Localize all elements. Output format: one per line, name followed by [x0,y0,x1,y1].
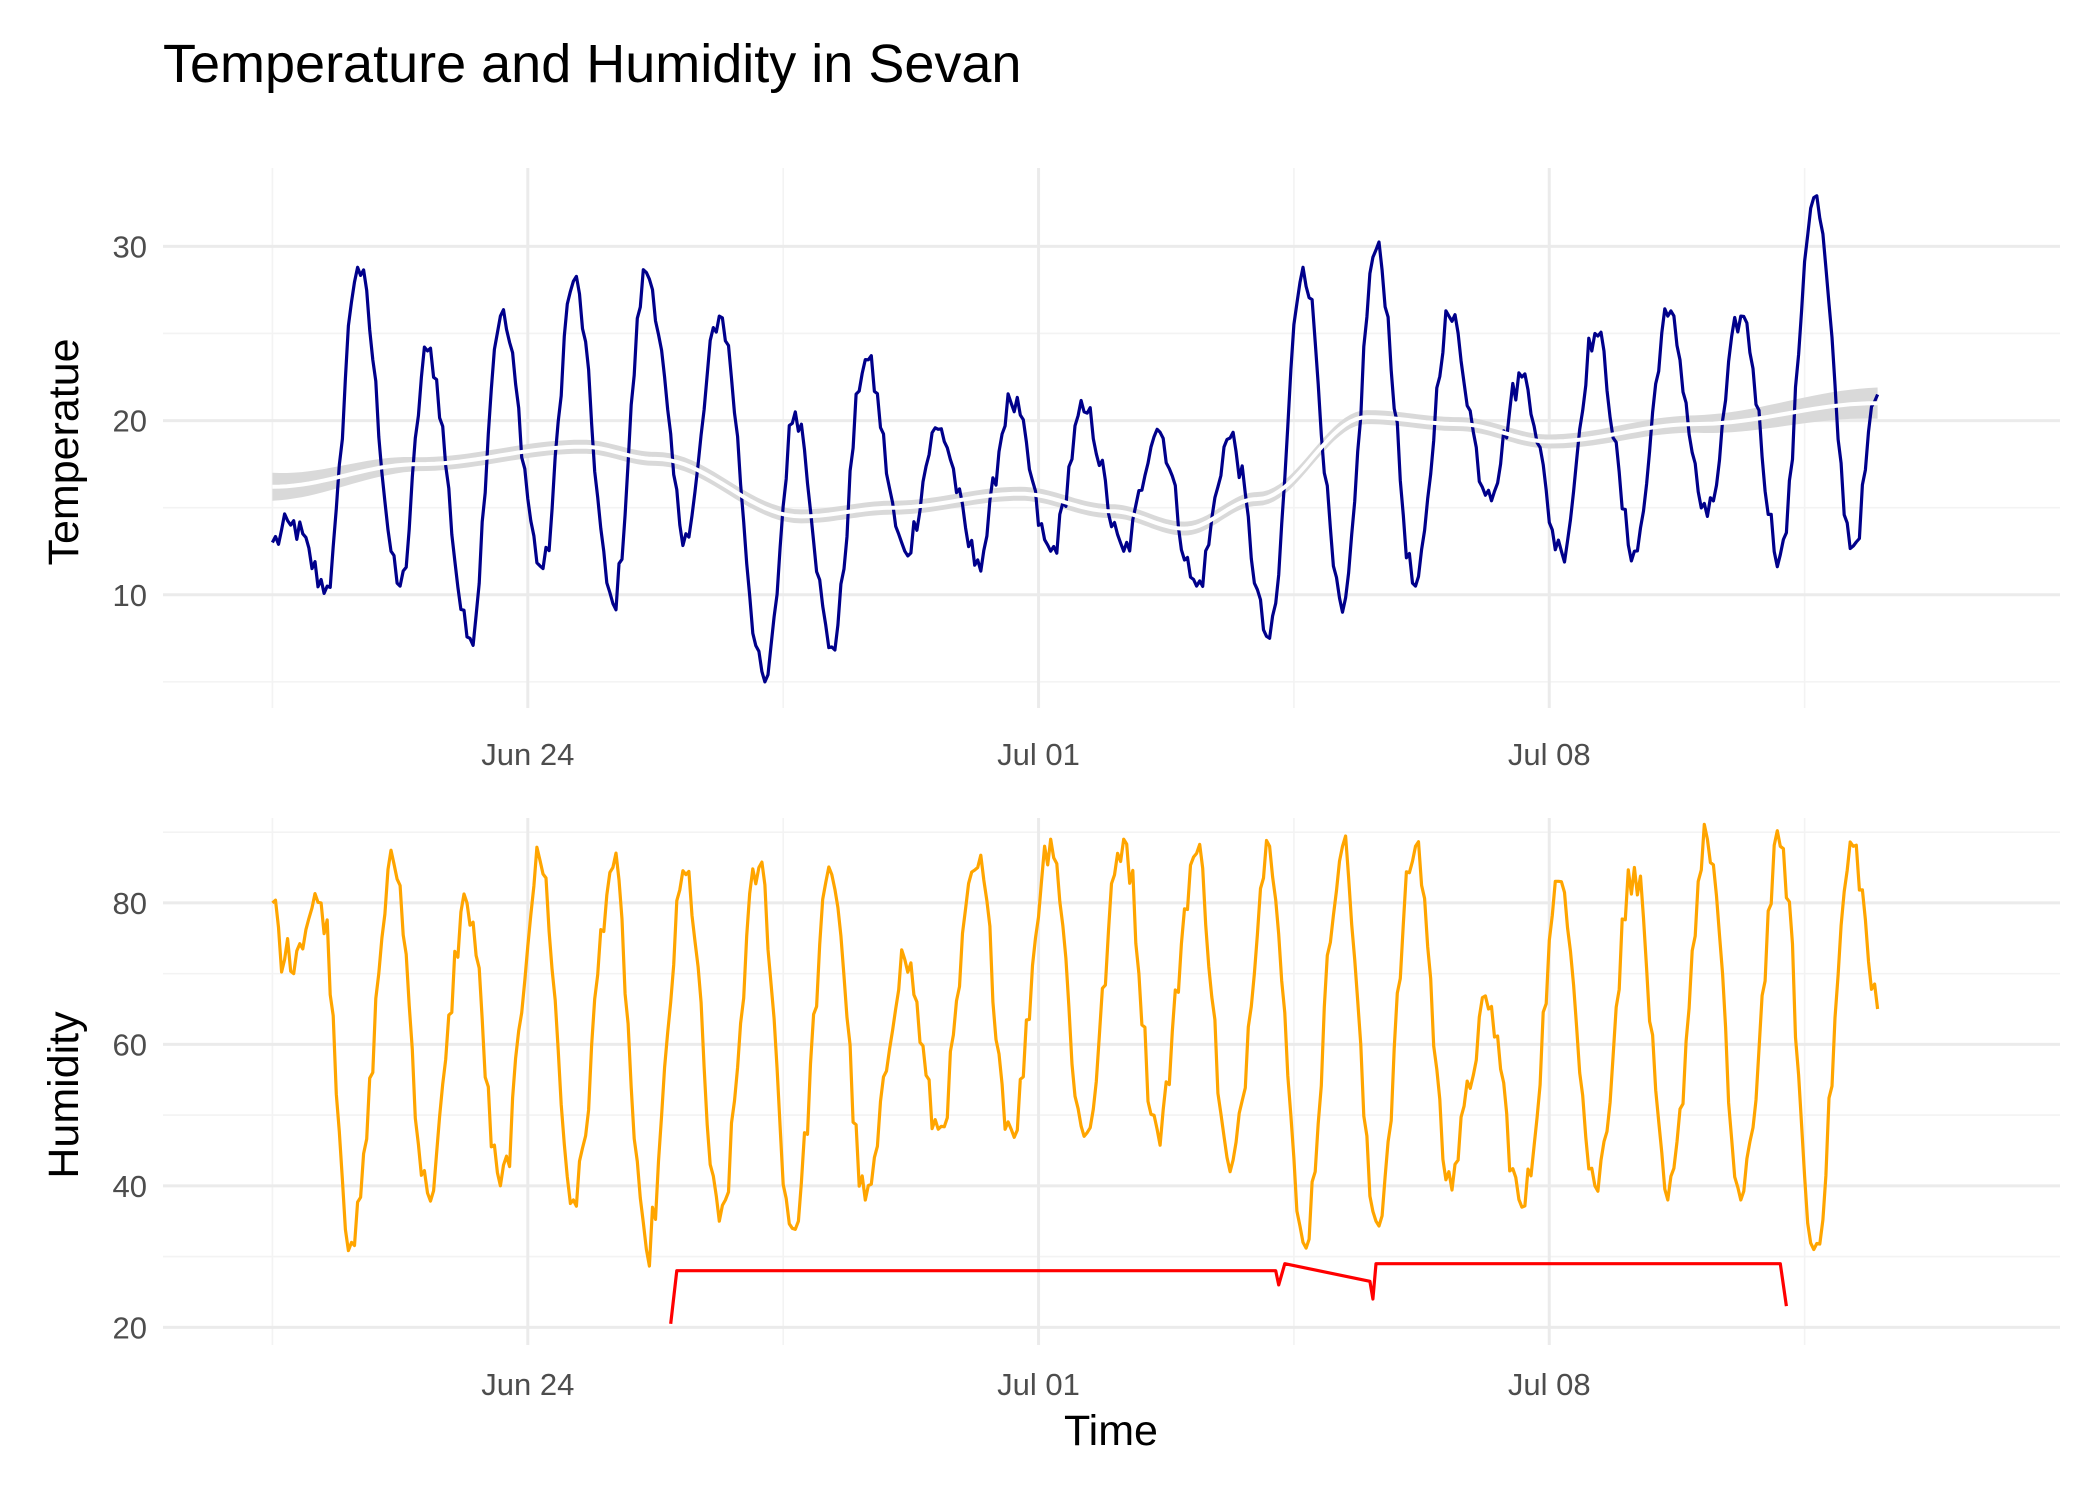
temperature-x-tick-label: Jul 08 [1508,737,1591,772]
humidity-y-tick-label: 20 [113,1310,147,1345]
humidity-lines [271,822,1880,1324]
temperature-grid [163,168,2060,708]
humidity-y-axis-title: Humidity [40,1011,88,1179]
temperature-panel: 10 20 30 Jun 24 Jul 01 Jul 08 Temperatue [40,168,2060,772]
humidity-x-ticks: Jun 24 Jul 01 Jul 08 [481,1367,1590,1402]
temperature-x-ticks: Jun 24 Jul 01 Jul 08 [481,737,1590,772]
humidity-x-tick-label: Jul 08 [1508,1367,1591,1402]
humidity-x-tick-label: Jul 01 [997,1367,1080,1402]
temperature-lines [270,194,1880,684]
smooth-confidence-band [272,387,1878,536]
temperature-series-line [270,194,1880,684]
temperature-y-tick-label: 30 [113,229,147,264]
temperature-y-axis-title: Temperatue [40,338,88,565]
temperature-smooth-band [272,387,1878,536]
temperature-y-tick-label: 20 [113,404,147,439]
humidity-minimum-line [669,1262,1788,1324]
humidity-series-line [271,822,1880,1268]
humidity-y-tick-label: 80 [113,886,147,921]
smooth-trend-line [272,401,1878,531]
humidity-y-ticks: 20 40 60 80 [113,886,147,1345]
x-axis-title: Time [1064,1407,1158,1455]
temperature-y-tick-label: 10 [113,578,147,613]
humidity-y-tick-label: 40 [113,1169,147,1204]
humidity-y-tick-label: 60 [113,1027,147,1062]
temperature-x-tick-label: Jul 01 [997,737,1080,772]
temperature-y-ticks: 10 20 30 [113,229,147,612]
chart-title: Temperature and Humidity in Sevan [163,34,1021,94]
humidity-x-tick-label: Jun 24 [481,1367,574,1402]
temperature-x-tick-label: Jun 24 [481,737,574,772]
humidity-grid [163,818,2060,1345]
humidity-panel: 20 40 60 80 Jun 24 Jul 01 Jul 08 Humidity Tim… [40,818,2060,1455]
